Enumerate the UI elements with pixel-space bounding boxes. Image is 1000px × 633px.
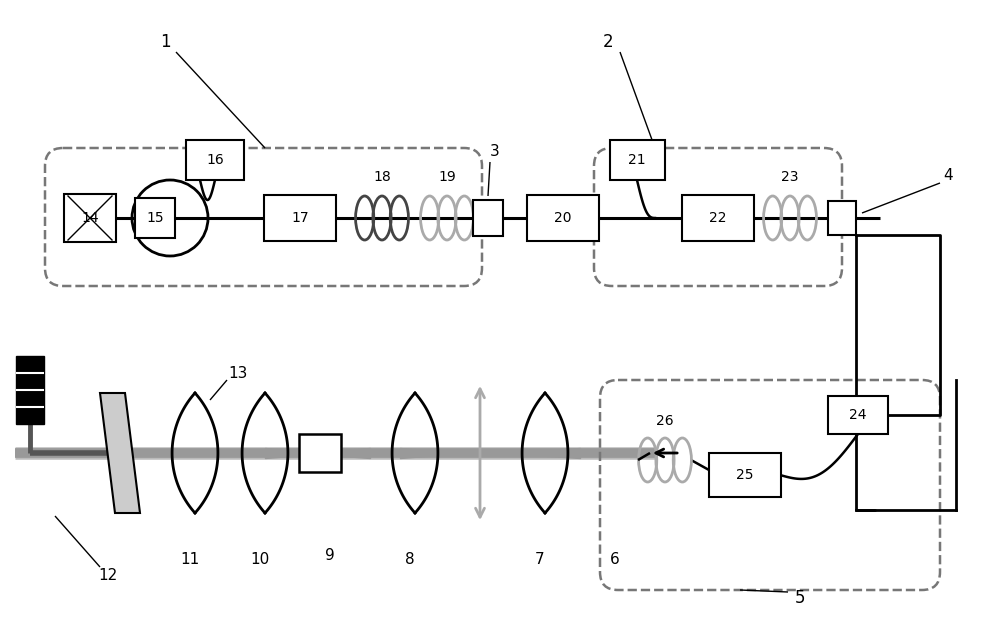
Text: 3: 3: [490, 144, 500, 160]
Text: 24: 24: [849, 408, 867, 422]
Bar: [16, 356, 44, 424]
FancyBboxPatch shape: [135, 198, 175, 238]
Text: 16: 16: [206, 153, 224, 167]
FancyBboxPatch shape: [709, 453, 781, 497]
Text: 5: 5: [795, 589, 805, 607]
Text: 19: 19: [438, 170, 456, 184]
Text: 7: 7: [535, 553, 545, 568]
FancyBboxPatch shape: [682, 195, 754, 241]
FancyBboxPatch shape: [828, 396, 888, 434]
Text: 21: 21: [628, 153, 646, 167]
FancyBboxPatch shape: [64, 194, 116, 242]
Text: 17: 17: [291, 211, 309, 225]
Text: 6: 6: [610, 553, 620, 568]
FancyBboxPatch shape: [610, 140, 664, 180]
Text: 18: 18: [373, 170, 391, 184]
Text: 2: 2: [603, 33, 613, 51]
Polygon shape: [100, 393, 140, 513]
FancyBboxPatch shape: [186, 140, 244, 180]
Text: 11: 11: [180, 553, 200, 568]
FancyBboxPatch shape: [264, 195, 336, 241]
Text: 22: 22: [709, 211, 727, 225]
Text: 1: 1: [160, 33, 170, 51]
Text: 10: 10: [250, 553, 270, 568]
Text: 8: 8: [405, 553, 415, 568]
FancyBboxPatch shape: [828, 201, 856, 235]
Text: 4: 4: [943, 168, 953, 182]
Text: 12: 12: [98, 568, 118, 582]
Text: 15: 15: [146, 211, 164, 225]
Text: 9: 9: [325, 548, 335, 563]
Text: 25: 25: [736, 468, 754, 482]
Text: 13: 13: [228, 367, 247, 382]
Text: 23: 23: [781, 170, 799, 184]
FancyBboxPatch shape: [299, 434, 341, 472]
FancyBboxPatch shape: [473, 200, 503, 236]
Text: 26: 26: [656, 414, 674, 428]
Text: 20: 20: [554, 211, 572, 225]
Text: 14: 14: [81, 211, 99, 225]
FancyBboxPatch shape: [527, 195, 599, 241]
